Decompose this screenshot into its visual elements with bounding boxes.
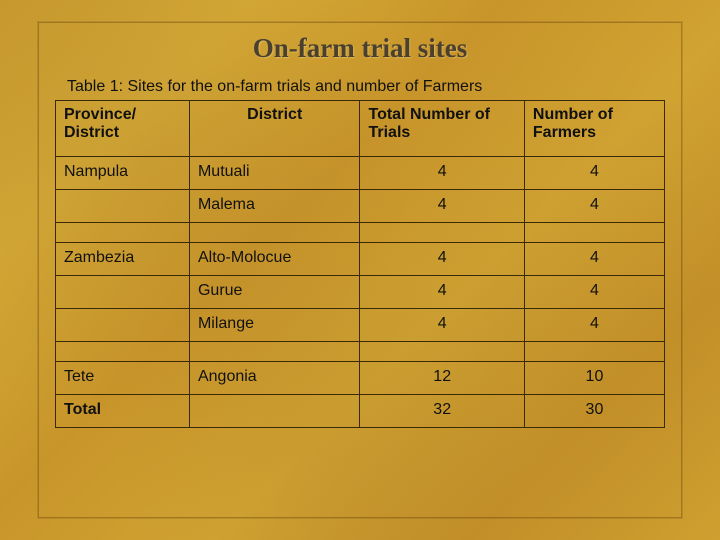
table-caption: Table 1: Sites for the on-farm trials an…: [67, 78, 665, 96]
cell-trials: 4: [360, 157, 524, 190]
cell-trials: 4: [360, 276, 524, 309]
cell-district: Milange: [189, 309, 360, 342]
cell-farmers: 4: [524, 157, 664, 190]
col-farmers: Number of Farmers: [524, 101, 664, 157]
cell-trials: 4: [360, 309, 524, 342]
table-row: [56, 223, 665, 243]
cell-province: Zambezia: [56, 243, 190, 276]
cell-district: Angonia: [189, 362, 360, 395]
slide-frame: On-farm trial sites Table 1: Sites for t…: [38, 22, 682, 518]
table-row: Gurue44: [56, 276, 665, 309]
cell-province: Nampula: [56, 157, 190, 190]
table-row: Milange44: [56, 309, 665, 342]
spacer-cell: [56, 342, 190, 362]
trials-table: Province/ District District Total Number…: [55, 100, 665, 428]
cell-farmers: 10: [524, 362, 664, 395]
spacer-cell: [360, 223, 524, 243]
table-row: Malema44: [56, 190, 665, 223]
spacer-cell: [189, 342, 360, 362]
cell-province: [56, 276, 190, 309]
col-district: District: [189, 101, 360, 157]
cell-farmers: 4: [524, 276, 664, 309]
cell-province: Tete: [56, 362, 190, 395]
table-row: TeteAngonia1210: [56, 362, 665, 395]
spacer-cell: [56, 223, 190, 243]
cell-trials: 4: [360, 243, 524, 276]
table-body: NampulaMutuali44Malema44ZambeziaAlto-Mol…: [56, 157, 665, 428]
cell-trials: 12: [360, 362, 524, 395]
table-row: ZambeziaAlto-Molocue44: [56, 243, 665, 276]
cell-province: [56, 190, 190, 223]
cell-farmers: 4: [524, 190, 664, 223]
cell-trials: 32: [360, 395, 524, 428]
cell-farmers: 4: [524, 309, 664, 342]
cell-district: Mutuali: [189, 157, 360, 190]
cell-farmers: 4: [524, 243, 664, 276]
cell-district: Malema: [189, 190, 360, 223]
cell-district: Alto-Molocue: [189, 243, 360, 276]
table-row: NampulaMutuali44: [56, 157, 665, 190]
page-title: On-farm trial sites: [55, 33, 665, 64]
spacer-cell: [524, 342, 664, 362]
cell-farmers: 30: [524, 395, 664, 428]
table-row: [56, 342, 665, 362]
col-trials: Total Number of Trials: [360, 101, 524, 157]
cell-trials: 4: [360, 190, 524, 223]
cell-district: [189, 395, 360, 428]
col-province: Province/ District: [56, 101, 190, 157]
table-header-row: Province/ District District Total Number…: [56, 101, 665, 157]
spacer-cell: [189, 223, 360, 243]
cell-province: Total: [56, 395, 190, 428]
spacer-cell: [360, 342, 524, 362]
table-row: Total 3230: [56, 395, 665, 428]
cell-district: Gurue: [189, 276, 360, 309]
cell-province: [56, 309, 190, 342]
spacer-cell: [524, 223, 664, 243]
